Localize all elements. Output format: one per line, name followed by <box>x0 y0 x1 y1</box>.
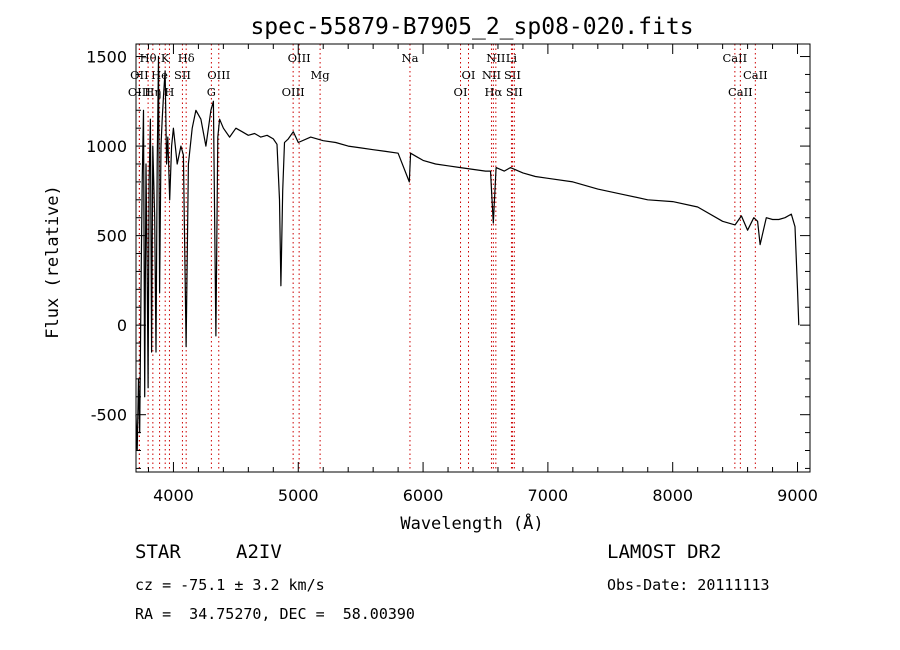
x-tick-label: 7000 <box>528 486 569 505</box>
x-tick-label: 6000 <box>403 486 444 505</box>
spectrum-line <box>135 55 800 452</box>
marker-label: Mg <box>311 68 331 82</box>
marker-label: CaII <box>722 51 747 65</box>
marker-label: OIII <box>288 51 311 65</box>
marker-label: H <box>164 85 174 99</box>
marker-label: OIII <box>207 68 230 82</box>
coordinates: RA = 34.75270, DEC = 58.00390 <box>135 605 415 623</box>
y-tick-label: 1000 <box>86 137 127 156</box>
marker-label: NII <box>486 51 505 65</box>
object-type: STAR <box>135 541 181 563</box>
marker-label: He <box>151 68 168 82</box>
marker-label: G <box>207 85 216 99</box>
y-tick-label: 1500 <box>86 48 127 67</box>
spectral-class: A2IV <box>236 541 282 563</box>
marker-label: SII <box>504 68 521 82</box>
y-tick-label: 500 <box>96 227 127 246</box>
redshift-cz: cz = -75.1 ± 3.2 km/s <box>135 576 325 594</box>
marker-label: OII <box>130 68 149 82</box>
marker-label: Hθ <box>140 51 157 65</box>
y-tick-label: 0 <box>117 316 127 335</box>
marker-label: Hδ <box>178 51 195 65</box>
plot-frame <box>135 43 811 473</box>
y-tick-label: -500 <box>91 406 127 425</box>
x-tick-label: 5000 <box>278 486 319 505</box>
marker-label: OI <box>462 68 476 82</box>
marker-label: Li <box>506 51 518 65</box>
survey-name: LAMOST DR2 <box>607 541 722 563</box>
x-tick-label: 8000 <box>652 486 693 505</box>
x-tick-label: 9000 <box>777 486 818 505</box>
marker-label: Hη <box>144 85 161 99</box>
marker-label: Na <box>402 51 419 65</box>
marker-label: NII <box>482 68 501 82</box>
axes: 4000 5000 6000 7000 8000 9000 -500 0 500 1000 1500 <box>86 43 818 505</box>
marker-label: K <box>161 51 170 65</box>
marker-label: CaII <box>743 68 768 82</box>
marker-label: SII <box>174 68 191 82</box>
x-tick-label: 4000 <box>153 486 194 505</box>
spectrum-series <box>135 55 800 452</box>
x-axis-label: Wavelength (Å) <box>400 512 543 534</box>
marker-label: Hα <box>484 85 502 99</box>
observation-date: Obs-Date: 20111113 <box>607 576 770 594</box>
marker-label: OIII <box>282 85 305 99</box>
marker-label: SII <box>506 85 523 99</box>
marker-label: CaII <box>728 85 753 99</box>
chart-title: spec-55879-B7905_2_sp08-020.fits <box>250 14 693 40</box>
y-axis-label: Flux (relative) <box>43 185 63 339</box>
marker-label: OI <box>454 85 468 99</box>
